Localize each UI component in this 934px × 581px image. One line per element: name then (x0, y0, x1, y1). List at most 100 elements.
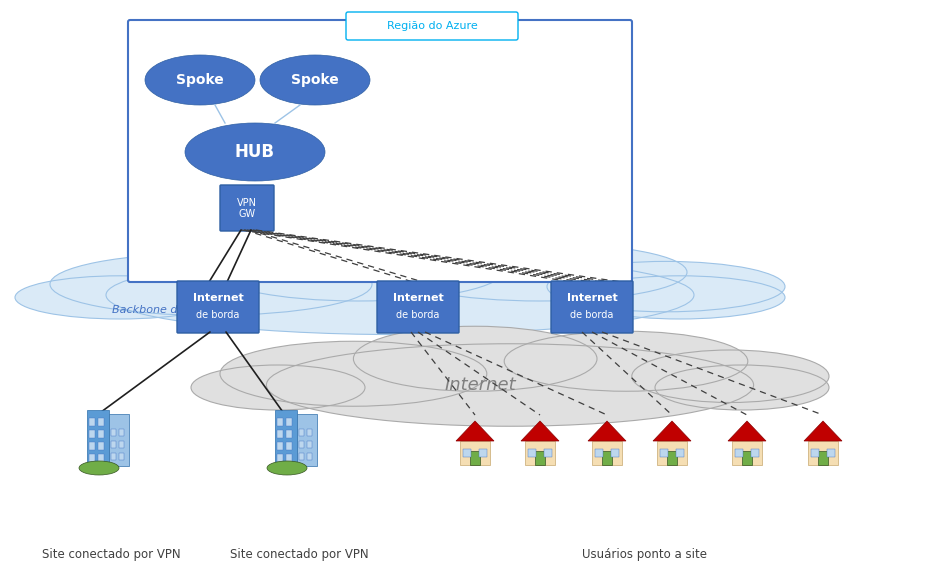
Text: Internet: Internet (192, 293, 244, 303)
Ellipse shape (15, 276, 225, 319)
Bar (528, 449, 536, 457)
Text: GW: GW (238, 209, 256, 219)
Ellipse shape (266, 344, 754, 426)
Ellipse shape (211, 239, 505, 301)
Bar (811, 449, 819, 457)
Ellipse shape (655, 365, 829, 410)
Bar (286, 430, 292, 438)
Text: VPN: VPN (237, 198, 257, 208)
Ellipse shape (504, 331, 748, 391)
Bar (735, 449, 743, 457)
Bar (611, 449, 619, 457)
Bar (89, 418, 95, 426)
Bar (111, 441, 116, 448)
Ellipse shape (220, 341, 487, 406)
Bar (89, 442, 95, 450)
Text: Site conectado por VPN: Site conectado por VPN (230, 548, 368, 561)
Bar (827, 449, 835, 457)
Bar (751, 449, 759, 457)
Bar (818, 451, 828, 465)
Bar (89, 430, 95, 438)
Bar (307, 429, 312, 436)
Bar (299, 441, 304, 448)
Bar (119, 429, 124, 436)
Polygon shape (728, 421, 766, 441)
Text: HUB: HUB (235, 143, 275, 161)
Bar (676, 449, 684, 457)
Bar (286, 454, 292, 462)
Bar (742, 451, 752, 465)
Text: Internet: Internet (392, 293, 444, 303)
Ellipse shape (50, 253, 372, 315)
Bar (299, 429, 304, 436)
Text: Região do Azure: Região do Azure (387, 21, 477, 31)
Ellipse shape (191, 365, 365, 410)
Bar (277, 418, 283, 426)
Bar (119, 441, 124, 448)
Bar (732, 441, 762, 465)
Ellipse shape (145, 55, 255, 105)
Text: de borda: de borda (196, 310, 240, 320)
Text: Internet: Internet (445, 376, 516, 394)
Text: de borda: de borda (571, 310, 614, 320)
Bar (470, 451, 480, 465)
Bar (277, 454, 283, 462)
Bar (119, 453, 124, 460)
Bar (535, 451, 545, 465)
Bar (657, 441, 687, 465)
Polygon shape (456, 421, 494, 441)
FancyBboxPatch shape (346, 12, 518, 40)
Bar (479, 449, 487, 457)
Bar (111, 429, 116, 436)
FancyBboxPatch shape (377, 281, 459, 333)
Ellipse shape (260, 55, 370, 105)
Bar (602, 451, 612, 465)
Bar (595, 449, 603, 457)
Bar (592, 441, 622, 465)
Polygon shape (588, 421, 626, 441)
Bar (275, 410, 297, 470)
FancyBboxPatch shape (128, 20, 632, 282)
FancyBboxPatch shape (177, 281, 259, 333)
Ellipse shape (631, 350, 829, 403)
Text: Spoke: Spoke (177, 73, 224, 87)
Text: Spoke: Spoke (291, 73, 339, 87)
Polygon shape (804, 421, 842, 441)
Ellipse shape (106, 256, 694, 335)
Bar (660, 449, 668, 457)
Bar (299, 453, 304, 460)
Ellipse shape (547, 261, 785, 312)
Ellipse shape (79, 461, 119, 475)
Text: Backbone da Microsoft: Backbone da Microsoft (112, 305, 239, 315)
Text: Usuários ponto a site: Usuários ponto a site (582, 548, 706, 561)
FancyBboxPatch shape (551, 281, 633, 333)
Bar (98, 442, 104, 450)
Polygon shape (521, 421, 559, 441)
Text: Internet: Internet (567, 293, 617, 303)
Bar (307, 453, 312, 460)
Bar (98, 454, 104, 462)
Bar (667, 451, 677, 465)
Ellipse shape (575, 276, 785, 319)
Bar (98, 430, 104, 438)
Ellipse shape (353, 327, 597, 391)
Bar (286, 442, 292, 450)
Bar (460, 441, 490, 465)
Bar (525, 441, 555, 465)
Bar (286, 418, 292, 426)
Polygon shape (653, 421, 691, 441)
Bar (297, 414, 317, 466)
Bar (98, 418, 104, 426)
Bar (277, 442, 283, 450)
Bar (277, 430, 283, 438)
Text: Site conectado por VPN: Site conectado por VPN (42, 548, 180, 561)
Bar (544, 449, 552, 457)
Bar (87, 410, 109, 470)
Bar (111, 453, 116, 460)
Bar (109, 414, 129, 466)
Ellipse shape (185, 123, 325, 181)
FancyBboxPatch shape (220, 185, 274, 231)
Bar (463, 449, 471, 457)
Bar (307, 441, 312, 448)
Text: de borda: de borda (396, 310, 440, 320)
